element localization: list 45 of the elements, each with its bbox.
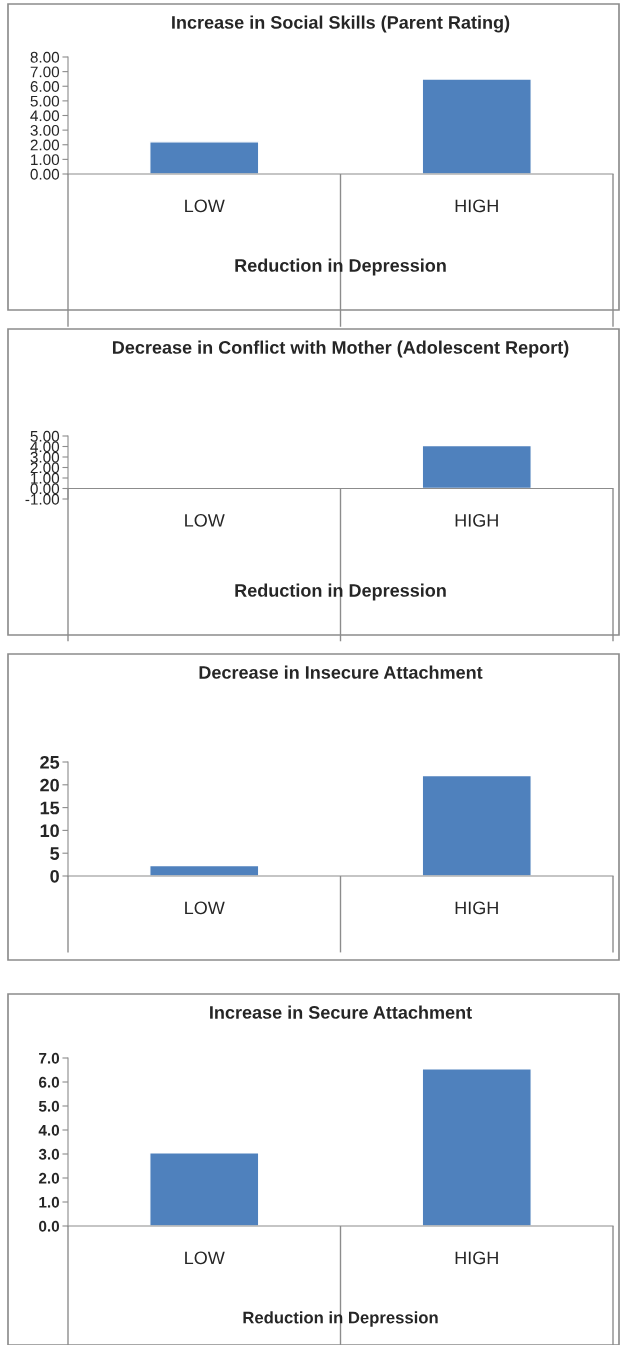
y-tick-label: 7.00 (30, 66, 60, 78)
y-tick-label: 5.0 (38, 1100, 60, 1112)
chart-title: Decrease in Insecure Attachment (199, 665, 483, 679)
y-tick-label: 2.00 (30, 462, 60, 474)
x-tick-label: LOW (185, 901, 225, 915)
y-tick-label: 7.0 (39, 1052, 60, 1064)
x-axis-title: Reduction in Depression (235, 258, 446, 276)
chart-title: Increase in Social Skills (Parent Rating) (172, 15, 510, 33)
y-tick-label: 10 (40, 824, 59, 838)
x-tick-label: HIGH (455, 513, 498, 527)
chart-title: Increase in Secure Attachment (210, 1005, 472, 1019)
y-tick-label: 1.00 (31, 154, 60, 166)
y-tick-label: 0.00 (30, 483, 60, 495)
y-tick-label: 6.00 (30, 81, 60, 92)
y-tick-label: 1.0 (39, 1196, 60, 1208)
y-tick-label: 6.0 (38, 1076, 60, 1088)
y-tick-label: 2.0 (38, 1172, 60, 1184)
y-tick-label: -1.00 (25, 493, 60, 505)
x-tick-label: HIGH (455, 199, 498, 213)
y-tick-label: 3.0 (38, 1148, 60, 1160)
x-tick-label: LOW (185, 1251, 225, 1265)
y-tick-label: 25 (40, 755, 60, 769)
x-axis-title: Reduction in Depression (235, 583, 446, 601)
x-tick-label: LOW (185, 513, 225, 527)
y-tick-label: 5 (50, 847, 60, 860)
x-tick-label: HIGH (455, 1251, 498, 1265)
y-tick-label: 4.0 (38, 1124, 60, 1136)
y-tick-label: 5.00 (30, 95, 60, 107)
y-tick-label: 4.00 (30, 110, 60, 122)
chart-title: Decrease in Conflict with Mother (Adolescent Report) (112, 340, 569, 358)
x-tick-label: HIGH (455, 901, 498, 915)
y-tick-label: 3.00 (30, 451, 60, 463)
x-tick-label: LOW (185, 199, 225, 213)
y-tick-label: 5.00 (30, 430, 60, 442)
y-tick-label: 15 (40, 801, 60, 815)
y-tick-label: 1.00 (31, 472, 60, 484)
y-tick-label: 3.00 (30, 124, 60, 136)
y-tick-label: 4.00 (30, 441, 60, 453)
y-tick-label: 0 (50, 869, 59, 883)
y-tick-label: 20 (40, 778, 59, 792)
y-tick-label: 0.0 (39, 1220, 60, 1232)
y-tick-label: 8.00 (30, 51, 60, 63)
y-tick-label: 0.00 (30, 168, 60, 180)
y-tick-label: 2.00 (30, 139, 60, 151)
x-axis-title: Reduction in Depression (243, 1311, 438, 1327)
